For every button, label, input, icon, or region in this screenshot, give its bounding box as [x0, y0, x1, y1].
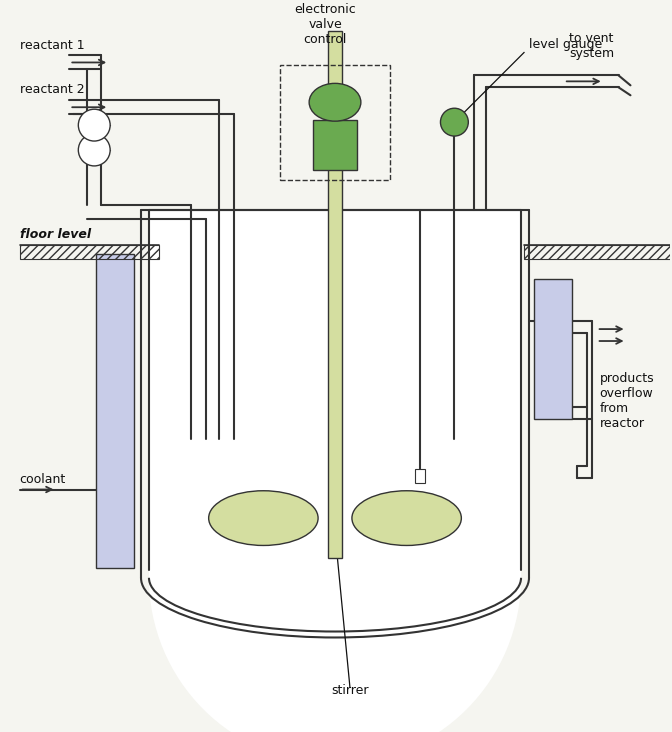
Text: reactant 1: reactant 1 — [19, 39, 84, 51]
Circle shape — [79, 109, 110, 141]
Text: valve: valve — [308, 18, 342, 31]
Bar — [96, 255, 134, 568]
Bar — [415, 469, 425, 483]
Text: reactant 2: reactant 2 — [19, 83, 84, 97]
Circle shape — [79, 134, 110, 166]
Bar — [19, 244, 159, 259]
Text: floor level: floor level — [19, 228, 91, 241]
Bar — [524, 244, 672, 259]
Text: electronic: electronic — [294, 3, 356, 15]
Wedge shape — [149, 578, 521, 732]
Bar — [534, 280, 572, 419]
Ellipse shape — [352, 490, 462, 545]
Text: coolant: coolant — [19, 473, 66, 485]
Circle shape — [440, 108, 468, 136]
Ellipse shape — [209, 490, 318, 545]
Ellipse shape — [309, 83, 361, 122]
Bar — [313, 120, 357, 170]
Text: control: control — [303, 32, 347, 45]
Bar — [280, 65, 390, 180]
Text: to vent
system: to vent system — [569, 32, 614, 61]
Text: level gauge: level gauge — [529, 37, 602, 51]
Bar — [328, 31, 342, 558]
Text: products
overflow
from
reactor: products overflow from reactor — [599, 372, 655, 430]
Text: stirrer: stirrer — [331, 684, 369, 697]
Bar — [149, 209, 521, 578]
